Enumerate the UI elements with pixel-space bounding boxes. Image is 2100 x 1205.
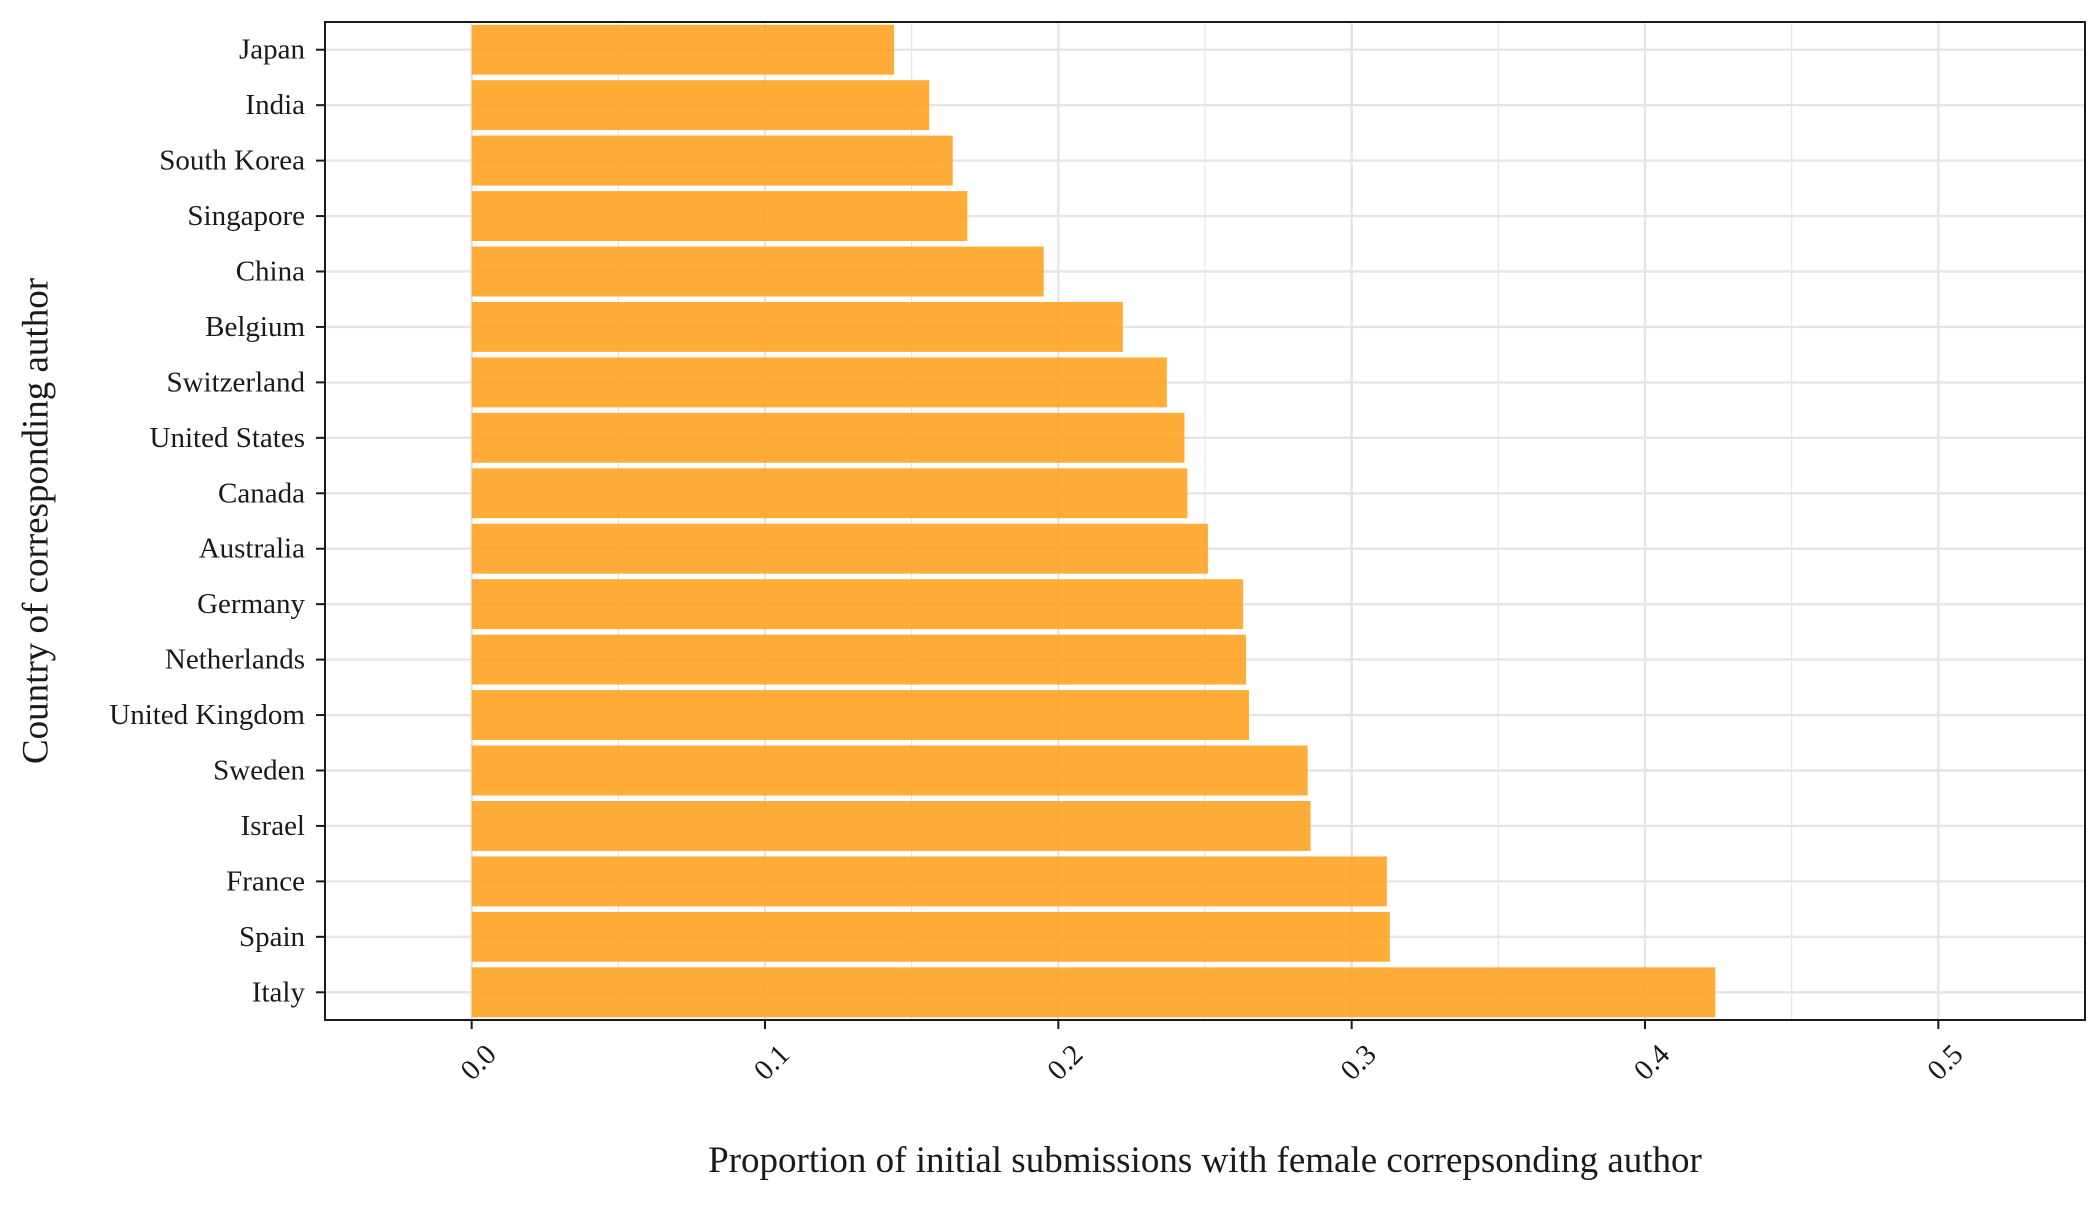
y-tick-label: Germany	[197, 588, 305, 620]
x-tick-label: 0.2	[1041, 1038, 1089, 1086]
y-axis: Japan India South Korea Singapore China Belgi…	[109, 34, 325, 1008]
bar-united-kingdom	[471, 690, 1250, 741]
x-axis: 0.0 0.1 0.2 0.3 0.4 0.5	[454, 1020, 1969, 1087]
y-tick-label: Belgium	[205, 311, 305, 343]
bar-sweden	[471, 745, 1308, 796]
bar-singapore	[471, 191, 968, 242]
y-tick-label: United Kingdom	[109, 699, 305, 731]
x-tick-label: 0.3	[1334, 1038, 1382, 1086]
bar-australia	[471, 523, 1208, 574]
bar-canada	[471, 468, 1188, 519]
x-tick-label: 0.0	[454, 1038, 502, 1086]
y-tick-label: Australia	[199, 533, 305, 565]
y-tick-label: China	[236, 256, 305, 288]
y-axis-title: Country of corresponding author	[16, 278, 57, 764]
bar-japan	[471, 24, 895, 75]
y-tick-label: Singapore	[187, 200, 305, 232]
y-tick-label: Canada	[218, 477, 305, 509]
x-tick-label: 0.4	[1628, 1038, 1677, 1087]
x-tick-label: 0.1	[748, 1038, 796, 1086]
bar-united-states	[471, 412, 1185, 463]
y-tick-label: Sweden	[213, 755, 305, 787]
bar-netherlands	[471, 634, 1247, 685]
bar-spain	[471, 911, 1390, 962]
bar-israel	[471, 800, 1311, 851]
bar-italy	[471, 967, 1716, 1018]
bar-belgium	[471, 301, 1123, 352]
bars	[471, 24, 1716, 1018]
x-axis-title: Proportion of initial submissions with f…	[708, 1140, 1702, 1181]
y-tick-label: Italy	[252, 976, 306, 1008]
y-tick-label: France	[226, 865, 305, 897]
x-tick-label: 0.5	[1921, 1038, 1969, 1086]
bar-switzerland	[471, 357, 1167, 408]
plot-panel-border	[324, 21, 2086, 1021]
y-tick-label: Japan	[239, 34, 306, 66]
y-tick-label: India	[245, 89, 305, 121]
y-tick-label: Switzerland	[166, 366, 305, 398]
y-tick-label: South Korea	[159, 145, 305, 177]
y-tick-label: Netherlands	[165, 644, 305, 676]
bar-france	[471, 856, 1387, 907]
y-tick-label: United States	[150, 422, 305, 454]
y-tick-label: Spain	[239, 921, 306, 953]
bar-india	[471, 80, 930, 131]
bar-china	[471, 246, 1044, 297]
bar-germany	[471, 579, 1244, 630]
y-tick-label: Israel	[241, 810, 305, 842]
bar-south-korea	[471, 135, 953, 186]
